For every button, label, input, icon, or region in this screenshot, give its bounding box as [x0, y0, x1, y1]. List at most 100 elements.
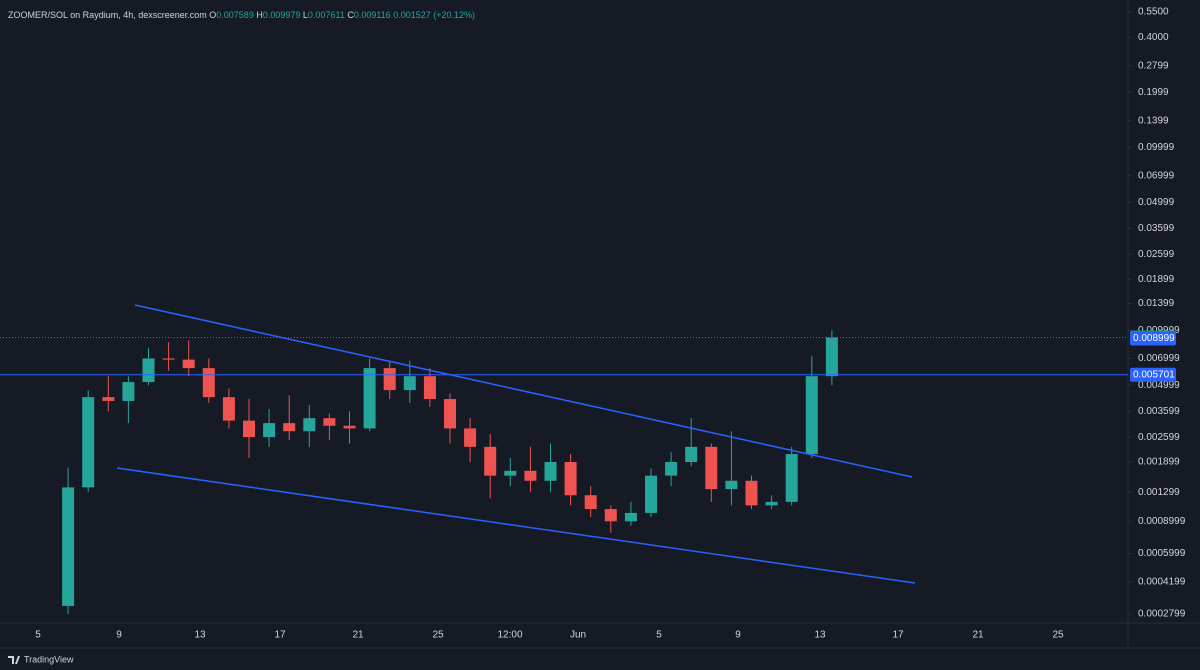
- candle-body: [62, 487, 75, 606]
- y-tick-label: 0.5500: [1138, 7, 1169, 18]
- candle-body: [403, 376, 416, 391]
- brand: TradingView: [24, 654, 74, 664]
- y-tick-label: 0.001299: [1138, 487, 1180, 498]
- y-tick-label: 0.004999: [1138, 380, 1180, 391]
- x-tick-label: 5: [35, 630, 41, 641]
- logo-icon: [8, 656, 20, 664]
- candle-body: [705, 446, 718, 490]
- y-tick-label: 0.03599: [1138, 223, 1175, 234]
- candle-body: [685, 446, 698, 462]
- candle-body: [122, 382, 135, 401]
- x-tick-label: 13: [194, 630, 206, 641]
- header-field: ZOOMER/SOL on Raydium, 4h, dexscreener.c…: [8, 10, 207, 20]
- y-tick-label: 0.0005999: [1138, 548, 1186, 559]
- candle-body: [444, 399, 456, 429]
- header-field: 0.009116: [354, 10, 391, 20]
- candle-body: [584, 495, 597, 510]
- y-tick-label: 0.003599: [1138, 406, 1180, 417]
- y-tick-label: 0.002599: [1138, 432, 1180, 443]
- candle-body: [162, 358, 175, 360]
- candle-body: [745, 480, 758, 506]
- candle-body: [142, 358, 155, 383]
- y-tick-label: 0.1399: [1138, 115, 1169, 126]
- header-field: 0.007589: [216, 10, 254, 20]
- y-tick-label: 0.01899: [1138, 274, 1175, 285]
- y-tick-label: 0.0008999: [1138, 516, 1186, 527]
- y-tick-label: 0.04999: [1138, 197, 1175, 208]
- header-field: H: [256, 10, 263, 20]
- candle-body: [665, 461, 678, 476]
- candle-body: [624, 512, 637, 522]
- candle-body: [765, 501, 778, 506]
- candle-body: [564, 461, 577, 496]
- x-tick-label: 13: [814, 630, 826, 641]
- y-tick-label: 0.01399: [1138, 298, 1175, 309]
- candle-body: [604, 509, 617, 522]
- candle-body: [243, 420, 255, 438]
- y-tick-label: 0.09999: [1138, 142, 1175, 153]
- candle-body: [504, 470, 517, 476]
- candle-body: [484, 446, 497, 476]
- candle-body: [363, 368, 376, 429]
- candle-body: [805, 376, 818, 455]
- candle-body: [825, 337, 838, 377]
- candle-body: [464, 428, 477, 447]
- x-tick-label: 5: [656, 630, 662, 641]
- header-field: 0.001527 (+20.12%): [393, 10, 475, 20]
- x-tick-label: 9: [116, 630, 122, 641]
- candle-body: [283, 423, 296, 432]
- price-label-box: [1130, 331, 1176, 346]
- x-tick-label: Jun: [570, 630, 586, 641]
- price-label: 0.008999: [1133, 333, 1175, 344]
- price-label-box: [1130, 367, 1176, 382]
- y-tick-label: 0.02599: [1138, 249, 1175, 260]
- candle-body: [222, 397, 235, 421]
- y-tick-label: 0.009999: [1138, 325, 1180, 336]
- x-tick-label: 17: [274, 630, 286, 641]
- price-label: 0.005701: [1133, 369, 1175, 380]
- header-text: ZOOMER/SOL on Raydium, 4h, dexscreener.c…: [8, 10, 475, 20]
- x-tick-label: 9: [735, 630, 741, 641]
- candle-body: [383, 368, 396, 391]
- header: ZOOMER/SOL on Raydium, 4h, dexscreener.c…: [8, 10, 475, 20]
- x-tick-label: 25: [1052, 630, 1064, 641]
- candle-body: [785, 454, 798, 502]
- header-field: O: [209, 10, 216, 20]
- y-tick-label: 0.0004199: [1138, 576, 1186, 587]
- x-tick-label: 21: [972, 630, 984, 641]
- trend-line: [116, 467, 916, 584]
- candle-body: [323, 418, 336, 426]
- candle-body: [82, 397, 95, 488]
- y-tick-label: 0.1999: [1138, 87, 1169, 98]
- candle-body: [524, 470, 537, 481]
- candle-body: [343, 425, 356, 429]
- candle-body: [202, 368, 215, 398]
- header-field: L: [303, 10, 308, 20]
- x-tick-label: 17: [892, 630, 904, 641]
- y-tick-label: 0.001899: [1138, 457, 1180, 468]
- plot: [62, 330, 838, 615]
- y-tick-label: 0.06999: [1138, 170, 1175, 181]
- y-tick-label: 0.0002799: [1138, 609, 1186, 620]
- y-tick-label: 0.006999: [1138, 353, 1180, 364]
- trend-line: [134, 304, 913, 478]
- candle-body: [645, 475, 657, 513]
- candle-body: [544, 461, 557, 481]
- header-field: C: [347, 10, 354, 20]
- logo: TradingView: [8, 654, 74, 664]
- x-tick-label: 12:00: [497, 630, 522, 641]
- candle-body: [102, 397, 115, 401]
- header-field: 0.009979: [263, 10, 301, 20]
- y-tick-label: 0.2799: [1138, 60, 1169, 71]
- candle-body: [263, 423, 276, 438]
- y-tick-label: 0.4000: [1138, 32, 1169, 43]
- candle-body: [423, 376, 436, 400]
- x-tick-label: 25: [432, 630, 444, 641]
- x-tick-label: 21: [352, 630, 364, 641]
- candle-body: [303, 418, 316, 432]
- header-field: 0.007611: [308, 10, 345, 20]
- candle-body: [182, 359, 195, 369]
- candle-body: [725, 480, 738, 490]
